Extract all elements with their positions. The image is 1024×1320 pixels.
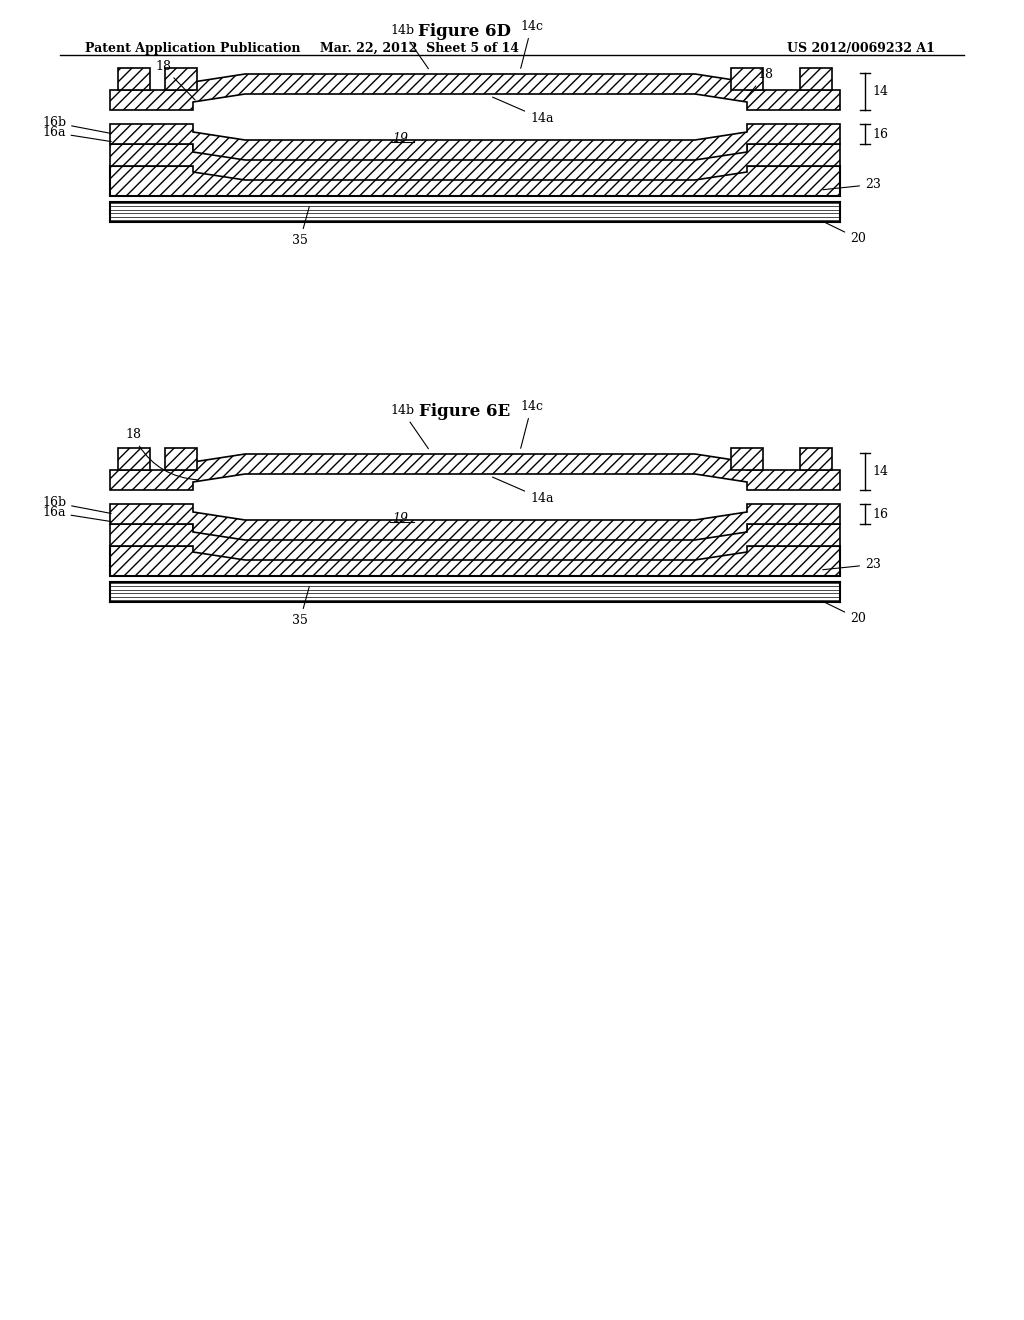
Bar [110,546,840,576]
Text: 18: 18 [155,59,196,100]
Polygon shape [110,74,840,110]
Text: 14a: 14a [493,98,554,125]
Polygon shape [800,447,831,470]
Polygon shape [118,69,150,90]
Text: Mar. 22, 2012  Sheet 5 of 14: Mar. 22, 2012 Sheet 5 of 14 [321,42,519,55]
Text: 14c: 14c [520,20,543,69]
Text: 16a: 16a [42,506,112,521]
Text: 16b: 16b [42,116,112,133]
Polygon shape [110,504,840,540]
Text: Figure 6D: Figure 6D [419,22,512,40]
Text: 18: 18 [125,428,198,479]
Text: 19: 19 [392,511,408,524]
Polygon shape [731,69,763,90]
Text: 16b: 16b [42,496,112,513]
Polygon shape [110,144,840,180]
Polygon shape [110,454,840,490]
Text: 14: 14 [872,84,888,98]
Text: 18: 18 [744,69,773,100]
Polygon shape [731,447,763,470]
Text: 19: 19 [392,132,408,144]
Polygon shape [165,69,197,90]
Text: Figure 6E: Figure 6E [420,403,511,420]
Text: 14: 14 [872,465,888,478]
Text: 20: 20 [822,601,866,624]
Text: 14c: 14c [520,400,543,449]
Text: Patent Application Publication: Patent Application Publication [85,42,300,55]
Text: 16a: 16a [42,125,112,141]
Text: 23: 23 [822,558,881,572]
Text: 14a: 14a [493,477,554,506]
Polygon shape [800,69,831,90]
Polygon shape [110,524,840,560]
Text: 16: 16 [872,507,888,520]
Text: 35: 35 [292,207,309,247]
Polygon shape [110,124,840,160]
Text: 14b: 14b [390,404,428,449]
Text: US 2012/0069232 A1: US 2012/0069232 A1 [787,42,935,55]
Polygon shape [165,447,197,470]
Bar [110,166,840,195]
Text: 35: 35 [292,586,309,627]
Text: 16: 16 [872,128,888,140]
Text: 20: 20 [822,222,866,246]
Text: 14b: 14b [390,24,428,69]
Polygon shape [118,447,150,470]
Text: 23: 23 [822,178,881,191]
